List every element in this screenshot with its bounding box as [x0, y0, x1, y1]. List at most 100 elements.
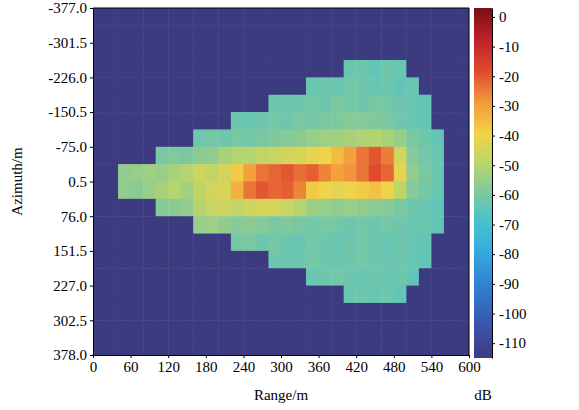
heat-cell	[143, 147, 156, 165]
heat-cell	[206, 338, 219, 355]
heat-cell	[231, 320, 244, 338]
heat-cell	[369, 303, 382, 321]
heat-cell	[106, 216, 119, 234]
heat-cell	[369, 112, 382, 130]
x-axis-tick-label: 240	[233, 359, 256, 375]
heat-cell	[168, 286, 181, 304]
heat-cell	[193, 303, 206, 321]
heat-cell	[431, 95, 444, 113]
heat-cell	[181, 286, 194, 304]
colorbar-axis-tick-label: -50	[499, 158, 519, 174]
heat-cell	[106, 182, 119, 200]
heat-cell	[118, 164, 131, 182]
heat-cell	[156, 268, 169, 286]
heat-cell	[306, 147, 319, 165]
heat-cell	[231, 25, 244, 43]
heat-cell	[206, 147, 219, 165]
heat-cell	[444, 129, 457, 147]
heat-cell	[394, 268, 407, 286]
heat-cell	[243, 77, 256, 95]
colorbar-axis-tick-mark	[492, 314, 495, 315]
heat-cell	[456, 129, 469, 147]
y-axis-tick: 151.5	[53, 243, 93, 259]
heat-cell	[131, 216, 144, 234]
colorbar-axis-tick: -80	[492, 246, 519, 262]
y-axis-tick-mark	[90, 43, 93, 44]
heat-cell	[281, 164, 294, 182]
heat-cell	[319, 268, 332, 286]
x-axis-tick-label: 60	[124, 359, 139, 375]
heat-cell	[256, 303, 269, 321]
heat-cell	[131, 112, 144, 130]
heat-cell	[106, 95, 119, 113]
heat-cell	[344, 216, 357, 234]
heat-cell	[256, 216, 269, 234]
heat-cell	[331, 8, 344, 26]
heat-cell	[344, 164, 357, 182]
heat-cell	[344, 77, 357, 95]
x-axis-tick-label: 420	[345, 359, 368, 375]
heat-cell	[406, 25, 419, 43]
heat-cell	[294, 216, 307, 234]
heat-cell	[381, 303, 394, 321]
heat-cell	[143, 164, 156, 182]
heat-cell	[306, 199, 319, 217]
heat-cell	[268, 8, 281, 26]
x-axis-tick-label: 300	[270, 359, 293, 375]
heat-cell	[319, 338, 332, 355]
heat-cell	[93, 251, 106, 269]
heat-cell	[193, 112, 206, 130]
heat-cell	[444, 43, 457, 61]
heat-cell	[243, 95, 256, 113]
heat-cell	[268, 147, 281, 165]
colorbar-axis-tick-mark	[492, 17, 495, 18]
heat-cell	[456, 303, 469, 321]
x-axis-tick: 60	[124, 355, 139, 375]
heat-cell	[306, 286, 319, 304]
heat-cell	[456, 112, 469, 130]
heat-cell	[294, 303, 307, 321]
heat-cell	[231, 268, 244, 286]
heat-cell	[356, 216, 369, 234]
heat-cell	[231, 77, 244, 95]
heat-cell	[231, 199, 244, 217]
heat-cell	[256, 182, 269, 200]
heat-cell	[193, 234, 206, 252]
heat-cell	[268, 338, 281, 355]
heat-cell	[193, 77, 206, 95]
heat-cell	[444, 182, 457, 200]
colorbar-axis-tick-label: -110	[499, 335, 526, 351]
heat-cell	[331, 25, 344, 43]
heat-cell	[93, 182, 106, 200]
heat-cell	[256, 112, 269, 130]
heat-cell	[143, 129, 156, 147]
heat-cell	[394, 286, 407, 304]
heat-cell	[431, 234, 444, 252]
heat-cell	[344, 25, 357, 43]
heat-cell	[181, 251, 194, 269]
heat-cell	[231, 303, 244, 321]
heat-cell	[306, 25, 319, 43]
heat-cell	[294, 43, 307, 61]
heat-cell	[344, 303, 357, 321]
heat-cell	[181, 112, 194, 130]
heat-cell	[306, 268, 319, 286]
heat-cell	[131, 8, 144, 26]
heat-cell	[268, 112, 281, 130]
heat-cell	[344, 268, 357, 286]
heat-cell	[381, 199, 394, 217]
heat-cell	[168, 182, 181, 200]
heat-cell	[306, 112, 319, 130]
heat-cell	[181, 199, 194, 217]
heat-cell	[306, 8, 319, 26]
heat-cell	[106, 286, 119, 304]
heat-cell	[243, 251, 256, 269]
heat-cell	[206, 234, 219, 252]
y-axis-tick-mark	[90, 112, 93, 113]
heat-cell	[256, 8, 269, 26]
x-axis-tick-label: 0	[90, 359, 98, 375]
heat-cell	[406, 199, 419, 217]
heat-cell	[431, 338, 444, 355]
heat-cell	[331, 147, 344, 165]
heat-cell	[106, 268, 119, 286]
